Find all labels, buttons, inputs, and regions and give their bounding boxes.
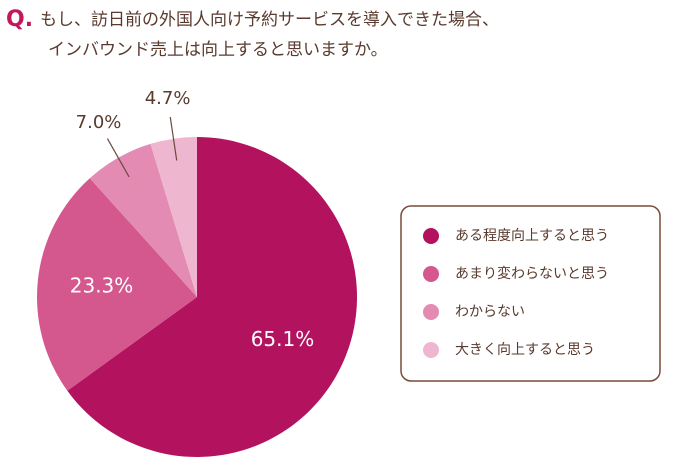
legend-label: ある程度向上すると思う [455,228,609,244]
data-label: 65.1% [251,327,315,351]
pie-slice [150,137,197,297]
legend-marker [423,228,439,244]
title-marker: Q. [6,7,33,32]
chart-title: インバウンド売上は向上すると思いますか。 [48,40,388,60]
chart-title: もし、訪日前の外国人向け予約サービスを導入できた場合、 [40,10,499,30]
data-label: 7.0% [76,112,122,133]
leader-line [169,116,178,161]
pie-slice [36,178,197,391]
data-label: 23.3% [70,273,134,297]
pie-slice [67,137,357,457]
data-label: 4.7% [145,88,191,109]
legend-marker [423,266,439,282]
legend-box [400,205,661,382]
legend-label: あまり変わらないと思う [455,265,609,282]
leader-line [106,138,130,178]
legend-label: 大きく向上すると思う [455,342,595,358]
pie-slice [89,143,197,297]
legend-marker [423,304,439,320]
legend-marker [423,342,439,358]
legend-label: わからない [455,304,525,320]
